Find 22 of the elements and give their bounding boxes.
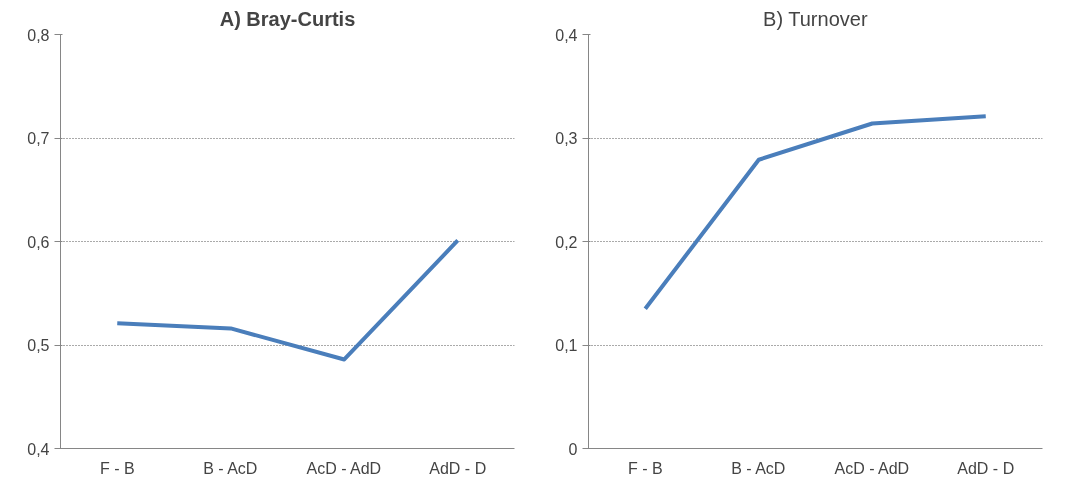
x-tick-label: F - B	[627, 459, 663, 477]
chart-title: B) Turnover	[763, 7, 868, 30]
y-tick-label: 0,4	[27, 440, 50, 458]
y-tick-label: 0,7	[27, 130, 50, 147]
x-tick-label: AcD - AdD	[306, 459, 382, 477]
y-tick-label: 0,5	[27, 337, 50, 354]
y-tick-label: 0,2	[555, 233, 578, 251]
y-tick-label: 0,8	[27, 26, 50, 44]
y-tick-label: 0,4	[555, 26, 578, 44]
line-series	[115, 238, 460, 362]
y-tick-label: 0	[568, 440, 578, 458]
x-tick-label: AcD - AdD	[834, 459, 910, 477]
x-tick-label: B - AcD	[203, 459, 258, 477]
x-tick-label: B - AcD	[731, 459, 786, 477]
chart-title: A) Bray-Curtis	[219, 7, 356, 30]
y-tick-label: 0,1	[555, 337, 578, 354]
y-tick-label: 0,6	[27, 233, 50, 251]
x-tick-label: F - B	[99, 459, 135, 477]
y-tick-label: 0,3	[555, 130, 578, 147]
x-tick-label: AdD - D	[429, 459, 487, 477]
line-series	[643, 114, 988, 311]
x-tick-label: AdD - D	[957, 459, 1015, 477]
